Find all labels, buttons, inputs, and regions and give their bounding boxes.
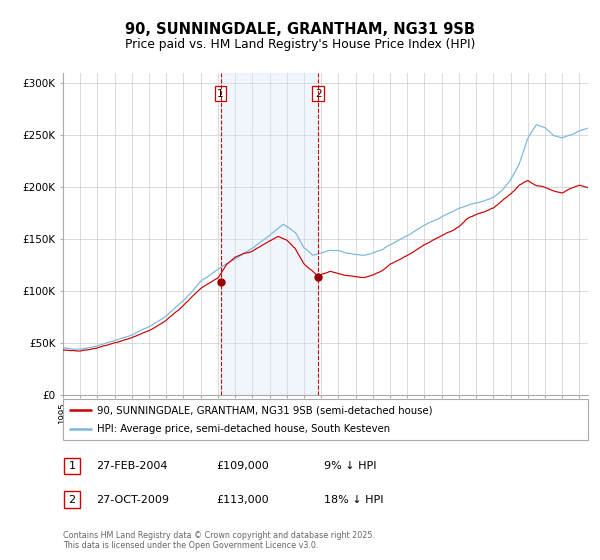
FancyBboxPatch shape <box>64 492 80 507</box>
Text: 2: 2 <box>68 494 76 505</box>
Text: 2: 2 <box>315 88 322 99</box>
Text: 18% ↓ HPI: 18% ↓ HPI <box>324 494 383 505</box>
Text: Price paid vs. HM Land Registry's House Price Index (HPI): Price paid vs. HM Land Registry's House … <box>125 38 475 50</box>
Text: 27-FEB-2004: 27-FEB-2004 <box>96 461 167 471</box>
Text: 1: 1 <box>217 88 224 99</box>
Text: 27-OCT-2009: 27-OCT-2009 <box>96 494 169 505</box>
Text: 1: 1 <box>68 461 76 471</box>
Text: £113,000: £113,000 <box>216 494 269 505</box>
Text: 90, SUNNINGDALE, GRANTHAM, NG31 9SB: 90, SUNNINGDALE, GRANTHAM, NG31 9SB <box>125 22 475 38</box>
Text: 90, SUNNINGDALE, GRANTHAM, NG31 9SB (semi-detached house): 90, SUNNINGDALE, GRANTHAM, NG31 9SB (sem… <box>97 405 433 415</box>
FancyBboxPatch shape <box>64 458 80 474</box>
Text: HPI: Average price, semi-detached house, South Kesteven: HPI: Average price, semi-detached house,… <box>97 424 390 433</box>
FancyBboxPatch shape <box>63 399 588 440</box>
Text: £109,000: £109,000 <box>216 461 269 471</box>
Text: Contains HM Land Registry data © Crown copyright and database right 2025.
This d: Contains HM Land Registry data © Crown c… <box>63 531 375 550</box>
Bar <box>221 73 318 395</box>
Text: 9% ↓ HPI: 9% ↓ HPI <box>324 461 377 471</box>
